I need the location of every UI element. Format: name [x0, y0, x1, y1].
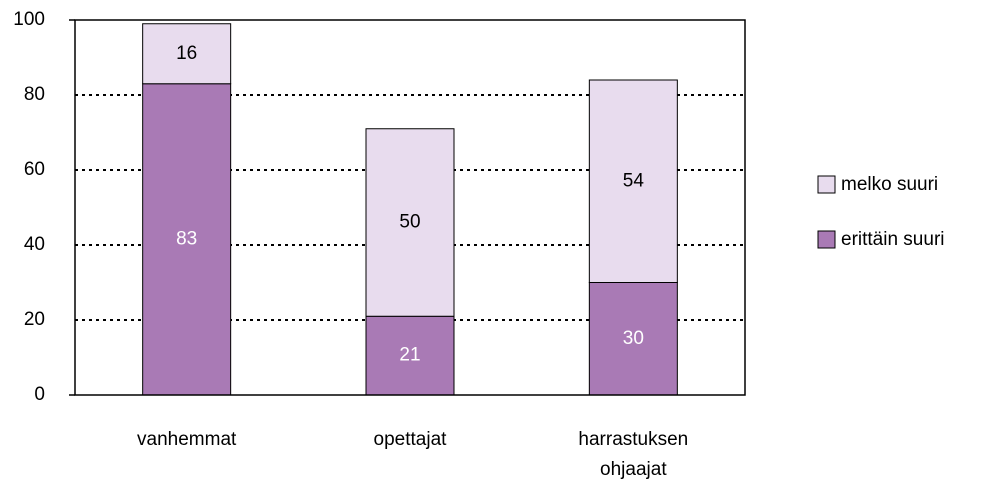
y-tick-label: 40 — [24, 234, 45, 255]
x-tick-label: vanhemmat — [137, 429, 237, 450]
bar-segment — [142, 83, 232, 396]
x-tick-label: harrastuksen ohjaajat — [578, 429, 689, 480]
y-tick-label: 0 — [34, 384, 45, 405]
y-tick-label: 20 — [24, 309, 45, 330]
legend-swatch — [817, 175, 836, 194]
legend-swatch — [817, 230, 836, 249]
bar-segment — [365, 128, 455, 317]
bar-segment — [142, 23, 232, 85]
bar-segment — [588, 282, 678, 396]
value-label: 50 — [399, 212, 420, 233]
y-tick-label: 100 — [13, 9, 45, 30]
value-label: 30 — [623, 328, 644, 349]
y-tick-label: 60 — [24, 159, 45, 180]
legend-label: erittäin suuri — [841, 229, 945, 250]
plot-border — [74, 19, 746, 396]
value-label: 54 — [623, 170, 645, 191]
value-label: 16 — [176, 43, 197, 64]
bar-segment — [588, 79, 678, 283]
legend-label: melko suuri — [841, 174, 938, 195]
value-label: 83 — [176, 228, 197, 249]
y-tick-label: 80 — [24, 84, 45, 105]
x-tick-label: opettajat — [373, 429, 447, 450]
value-label: 21 — [399, 345, 420, 366]
bar-segment — [365, 315, 455, 396]
